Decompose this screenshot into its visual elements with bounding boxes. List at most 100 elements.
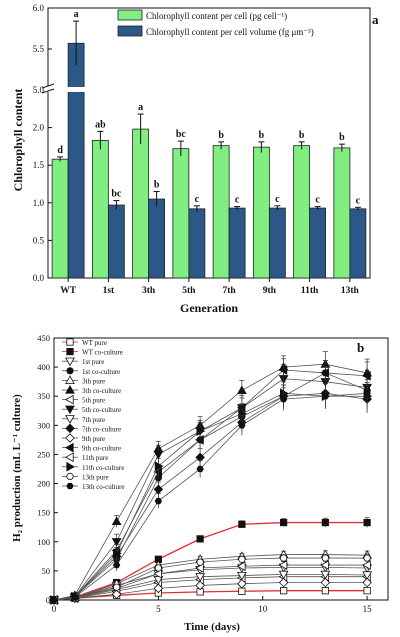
- series-line: [53, 566, 368, 601]
- data-point: [321, 554, 329, 562]
- panel-a-x-tick-label: 13th: [341, 286, 360, 296]
- data-point: [362, 560, 371, 570]
- legend-marker: [65, 405, 75, 415]
- bar-11th-series-2: [309, 207, 327, 279]
- legend-label: 7th co-culture: [82, 425, 121, 433]
- bar-5th-series-2: [188, 208, 206, 279]
- bar-1st-series-2: [107, 204, 125, 279]
- legend-marker: [66, 461, 76, 472]
- data-point: [195, 580, 205, 591]
- panel-b-x-tick-label: 0: [52, 604, 57, 614]
- bar-7th-series-1: [212, 145, 230, 279]
- legend-marker: [66, 367, 74, 375]
- data-point: [280, 587, 288, 595]
- legend-marker: [65, 415, 75, 424]
- significance-letter-9th-series-2: c: [275, 194, 280, 205]
- panel-b-y-tick-label: 100: [37, 537, 50, 547]
- panel-a-x-tick-label: 11th: [301, 286, 319, 296]
- data-point: [238, 408, 247, 419]
- data-point: [238, 587, 246, 595]
- data-point: [238, 422, 246, 429]
- significance-letter-7th-series-1: b: [218, 130, 224, 141]
- panel-a-y-tick-label: 2.0: [33, 123, 45, 133]
- panel-a-y-tick-label: 6.0: [33, 3, 45, 13]
- bar-9th-series-2: [268, 207, 286, 279]
- legend-marker: [64, 452, 74, 463]
- significance-letter-11th-series-2: c: [315, 195, 320, 206]
- data-point: [237, 578, 247, 589]
- data-point: [280, 388, 289, 399]
- panel-b-y-tick-label: 400: [37, 362, 50, 372]
- panel-a-y-tick-label: 1.5: [33, 160, 45, 170]
- data-point: [278, 577, 289, 588]
- legend-marker: [65, 433, 75, 443]
- significance-letter-1st-series-2: bc: [111, 189, 122, 200]
- data-point: [113, 583, 121, 591]
- data-point: [279, 395, 288, 403]
- significance-letter-13th-series-1: b: [339, 132, 345, 143]
- legend-label-per-volume: Chlorophyll content per cell volume (fg …: [146, 27, 314, 37]
- panel-a-chlorophyll-bar-chart: a Chlorophyll content Generation Chlorop…: [11, 3, 379, 315]
- legend-label: 3th pure: [82, 377, 105, 385]
- data-point: [71, 593, 79, 601]
- panel-a-axis-break-mark: [41, 83, 55, 89]
- legend-label: 1st co-culture: [82, 368, 120, 376]
- bar-3th-series-1: [132, 128, 150, 279]
- legend-marker: [64, 442, 74, 453]
- significance-letter-9th-series-1: b: [259, 130, 265, 141]
- data-point: [154, 564, 162, 572]
- legend-label: 1st pure: [82, 358, 104, 366]
- panel-b-y-tick-label: 50: [42, 566, 51, 576]
- data-point: [280, 518, 288, 527]
- panel-a-y-tick-label: 5.0: [33, 85, 45, 95]
- panel-a-x-tick-label: 9th: [263, 286, 277, 296]
- data-point: [362, 577, 372, 588]
- bar-3th-series-2: [148, 198, 166, 279]
- legend-label: 7th pure: [82, 416, 105, 424]
- legend-label: 5th co-culture: [82, 406, 121, 414]
- data-point: [320, 577, 331, 588]
- legend-label: WT co-culture: [82, 349, 123, 357]
- data-point: [154, 461, 164, 471]
- panel-a-x-axis-label: Generation: [180, 301, 238, 315]
- data-point: [111, 516, 122, 525]
- legend-label: 11th pure: [82, 454, 108, 462]
- panel-b-y-tick-label: 150: [37, 508, 50, 518]
- significance-letter-3th-series-2: b: [154, 180, 160, 191]
- panel-a-x-tick-label: 5th: [182, 286, 196, 296]
- data-point: [363, 554, 371, 562]
- data-point: [236, 385, 247, 395]
- data-point: [362, 571, 373, 580]
- data-point: [153, 583, 164, 594]
- legend-label: 13th co-culture: [82, 483, 125, 491]
- panel-a-x-tick-label: 7th: [223, 286, 237, 296]
- panel-b-y-tick-label: 0: [46, 595, 50, 605]
- legend-marker: [64, 394, 74, 405]
- legend-marker: [65, 384, 75, 394]
- legend-marker: [66, 338, 74, 346]
- significance-letter-WT-series-1: d: [57, 145, 63, 156]
- panel-b-y-tick-label: 250: [37, 449, 50, 459]
- data-point: [236, 571, 247, 581]
- data-point: [236, 402, 246, 413]
- legend-label: 9th co-culture: [82, 445, 121, 453]
- bar-WT-series-2: [67, 42, 85, 279]
- data-point: [196, 558, 204, 566]
- legend-swatch-per-cell: [117, 9, 143, 21]
- data-point: [278, 570, 289, 580]
- data-point: [238, 555, 246, 563]
- legend-marker: [66, 482, 74, 490]
- data-point: [196, 535, 204, 543]
- legend-label-per-cell: Chlorophyll content per cell (pg cell⁻¹): [146, 11, 287, 21]
- legend-label: 9th pure: [82, 435, 105, 443]
- data-point: [362, 370, 371, 381]
- data-point: [236, 561, 246, 572]
- data-point: [154, 497, 163, 505]
- panel-a-x-tick-label: 3th: [142, 286, 156, 296]
- data-point: [50, 596, 58, 604]
- bar-11th-series-1: [293, 145, 311, 279]
- bar-WT-series-1: [51, 158, 69, 279]
- bar-9th-series-1: [252, 146, 270, 279]
- legend-label: 3th co-culture: [82, 387, 121, 395]
- data-point: [320, 570, 331, 580]
